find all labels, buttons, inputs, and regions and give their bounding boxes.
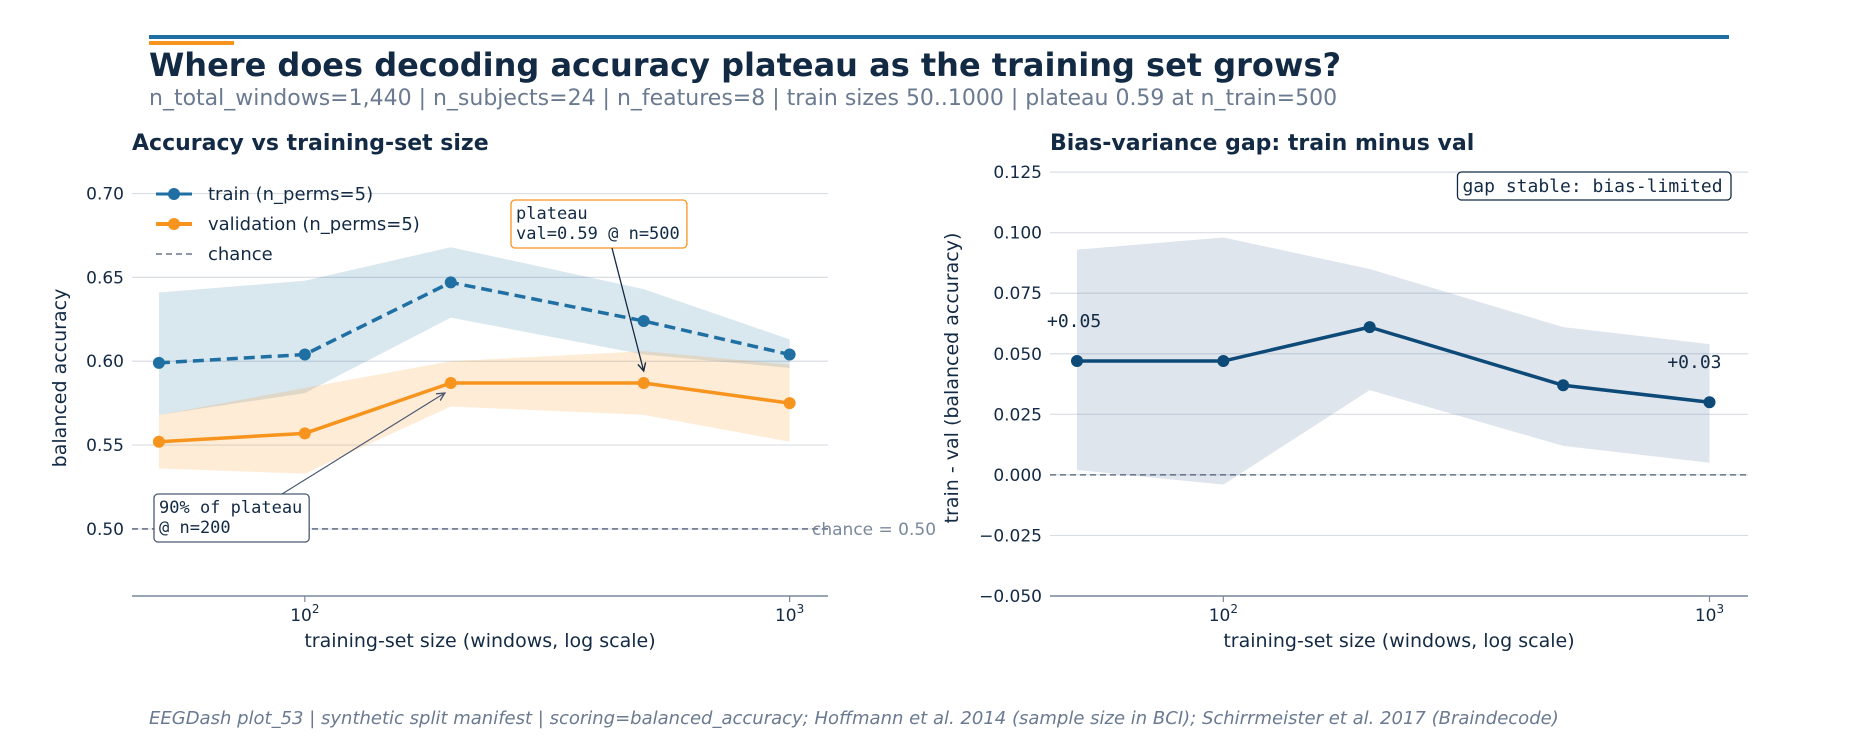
validation-point <box>783 397 796 410</box>
gap-y-tick-label: 0.000 <box>993 466 1042 486</box>
accuracy-y-tick-label: 0.50 <box>86 520 124 540</box>
accuracy-y-axis-label: balanced accuracy <box>49 289 71 468</box>
validation-point <box>444 377 457 390</box>
gap-point <box>1703 396 1716 409</box>
legend-train-label: train (n_perms=5) <box>208 184 373 205</box>
accuracy-y-tick-label: 0.65 <box>86 268 124 288</box>
ninety-annotation-box <box>153 493 310 543</box>
validation-point <box>152 435 165 448</box>
accuracy-y-tick-label: 0.60 <box>86 352 124 372</box>
title-accent-mark <box>149 41 234 45</box>
accuracy-y-tick-label: 0.70 <box>86 185 124 205</box>
gap-x-tick-label: 102 <box>1209 602 1238 626</box>
gap-y-tick-label: 0.125 <box>993 163 1042 183</box>
plateau-arrow <box>611 247 644 371</box>
legend-train-marker <box>168 188 180 200</box>
gap-y-tick-label: 0.100 <box>993 224 1042 244</box>
gap-badge-box <box>1456 171 1732 201</box>
legend-validation-marker <box>168 218 180 230</box>
validation-point <box>637 377 650 390</box>
gap-point <box>1557 379 1570 392</box>
legend-validation-label: validation (n_perms=5) <box>208 214 420 235</box>
gap-x-tick-label: 103 <box>1695 602 1724 626</box>
train-point <box>152 356 165 369</box>
gap-title: Bias-variance gap: train minus val <box>1050 131 1474 156</box>
gap-point <box>1217 355 1230 368</box>
gap-y-tick-label: −0.050 <box>979 587 1042 607</box>
gap-y-tick-label: 0.075 <box>993 284 1042 304</box>
train-band <box>158 247 790 415</box>
train-point <box>444 276 457 289</box>
plateau-annotation-text: plateau <box>516 204 588 224</box>
gap-y-tick-label: −0.025 <box>979 526 1042 546</box>
accuracy-title: Accuracy vs training-set size <box>132 131 489 156</box>
ninety-arrow <box>281 393 445 495</box>
gap-point <box>1363 321 1376 334</box>
accuracy-chart: 0.50 0.55 0.60 0.65 0.70 102 103 Accuracy vs tr… <box>49 131 936 652</box>
gap-x-axis-label: training-set size (windows, log scale) <box>1223 630 1574 652</box>
validation-point <box>298 427 311 440</box>
plateau-annotation-box <box>510 199 688 249</box>
gap-point-label: +0.03 <box>1667 352 1721 373</box>
chance-label: chance = 0.50 <box>812 520 936 540</box>
gap-chart: −0.050 −0.025 0.000 0.025 0.050 0.075 0.100 0.1… <box>941 131 1748 652</box>
footer-note: EEGDash plot_53 | synthetic split manife… <box>149 708 1559 729</box>
gap-badge-text: gap stable: bias-limited <box>1462 176 1722 197</box>
accuracy-x-axis-label: training-set size (windows, log scale) <box>304 630 655 652</box>
ninety-annotation-text: 90% of plateau <box>159 498 302 518</box>
gap-point-label: +0.05 <box>1047 311 1101 332</box>
gap-y-tick-label: 0.025 <box>993 405 1042 425</box>
title-accent-bar <box>149 35 1729 39</box>
page-title: Where does decoding accuracy plateau as … <box>149 46 1342 84</box>
gap-y-tick-label: 0.050 <box>993 345 1042 365</box>
gap-band <box>1076 237 1710 485</box>
gap-point <box>1070 355 1083 368</box>
train-point <box>637 314 650 327</box>
accuracy-y-tick-label: 0.55 <box>86 436 124 456</box>
train-point <box>298 348 311 361</box>
gap-y-axis-label: train - val (balanced accuracy) <box>941 233 963 524</box>
accuracy-x-tick-label: 103 <box>775 602 804 626</box>
plateau-annotation-text: val=0.59 @ n=500 <box>516 224 680 244</box>
train-point <box>783 348 796 361</box>
ninety-annotation-text: @ n=200 <box>159 518 231 538</box>
page-subtitle: n_total_windows=1,440 | n_subjects=24 | … <box>149 86 1338 111</box>
accuracy-x-tick-label: 102 <box>290 602 319 626</box>
legend-chance-label: chance <box>208 244 273 265</box>
